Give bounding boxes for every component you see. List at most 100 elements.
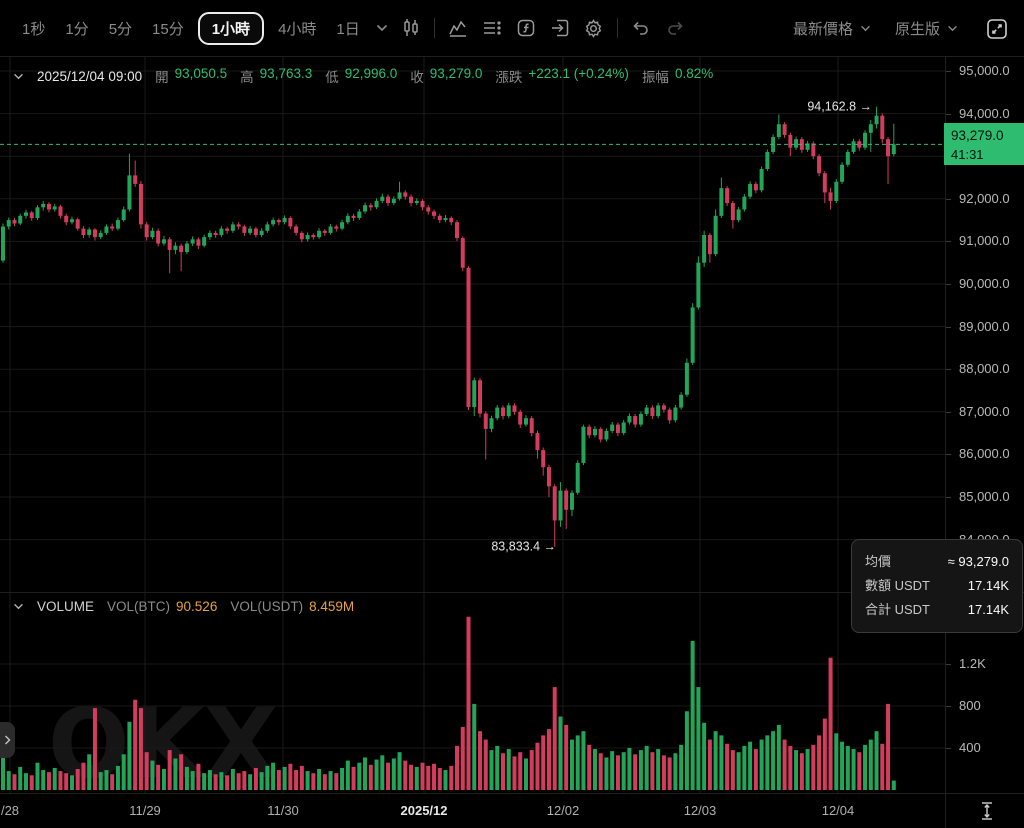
axis-tick: [946, 369, 951, 371]
volume-axis-label: 1.2K: [959, 656, 986, 671]
field-label: 收: [410, 70, 424, 85]
save-template-icon[interactable]: [543, 13, 577, 43]
ohlc-fields: 開 93,050.5 高 93,763.3 低 92,996.0 收 93,279.0 漲跌 +2…: [155, 66, 713, 86]
time-axis-label: 11/30: [267, 803, 299, 818]
timeframe-1秒[interactable]: 1秒: [22, 20, 46, 38]
price-axis-label: 92,000.0: [959, 190, 1010, 206]
price-mode-label: 最新價格: [792, 21, 853, 38]
field-label: 開: [155, 70, 169, 85]
time-axis-label: 11/29: [129, 803, 161, 818]
field-label: 低: [325, 70, 339, 85]
timeframe-dropdown-chevron-icon[interactable]: [370, 13, 394, 43]
settings-gear-icon[interactable]: [577, 13, 611, 43]
indicators-icon[interactable]: [441, 13, 475, 43]
axis-tick: [946, 113, 951, 115]
field-value: 8.459M: [309, 599, 355, 614]
price-axis-label: 85,000.0: [959, 489, 1010, 504]
fullscreen-icon[interactable]: [980, 14, 1014, 44]
price-axis-label: 94,000.0: [959, 105, 1010, 121]
timeframe-4小時[interactable]: 4小時: [278, 20, 317, 38]
tooltip-label: 均價: [865, 554, 892, 569]
high-price-annotation: 94,162.8 →: [807, 100, 872, 114]
indicator-list-icon[interactable]: [475, 13, 509, 43]
candle-countdown: 41:31: [951, 146, 984, 162]
axis-tick: [946, 284, 951, 285]
candle-datetime: 2025/12/04 09:00: [37, 68, 143, 84]
low-price-annotation: 83,833.4 →: [491, 540, 556, 554]
timeframe-1小時[interactable]: 1小時: [197, 11, 265, 45]
undo-icon[interactable]: [624, 13, 658, 43]
time-axis[interactable]: /28 11/29 11/30 2025/12 12/02 12/03 12/04: [0, 793, 1024, 828]
last-price-badge: 93,279.0 41:31: [944, 123, 1024, 166]
axis-tick: [946, 454, 951, 456]
timeframe-1日[interactable]: 1日: [336, 20, 360, 38]
formula-icon[interactable]: [509, 13, 543, 43]
field-value: 90.526: [176, 599, 218, 614]
field-value: 93,279.0: [429, 66, 483, 81]
field-label: 漲跌: [495, 70, 523, 85]
time-axis-label: /28: [0, 803, 20, 818]
chevron-down-icon: [948, 25, 957, 32]
collapse-volume-chevron-icon[interactable]: [13, 603, 24, 610]
axis-scale-icon[interactable]: [977, 800, 997, 822]
axis-tick: [946, 664, 951, 665]
volume-axis-label: 800: [959, 698, 981, 713]
field-label: 高: [240, 70, 254, 85]
ohlc-legend: 2025/12/04 09:00 開 93,050.5 高 93,763.3 低 92,9…: [13, 66, 713, 86]
chevron-down-icon: [861, 25, 870, 32]
tooltip-row: 均價 ≈ 93,279.0: [865, 550, 1009, 574]
volume-axis-label: 400: [959, 740, 981, 755]
axis-tick: [946, 706, 951, 707]
panel-expand-handle[interactable]: [0, 722, 15, 758]
price-axis[interactable]: 95,000.0 94,000.0 92,000.0 91,000.0 90,000.0…: [945, 57, 1024, 793]
legend-field: 收 93,279.0: [410, 66, 482, 86]
tooltip-value: 17.14K: [967, 578, 1009, 594]
price-chart[interactable]: 94,162.8 → 83,833.4 →: [0, 57, 945, 593]
volume-chart[interactable]: [0, 592, 945, 793]
price-axis-label: 90,000.0: [959, 276, 1010, 291]
legend-field: 漲跌 +223.1 (+0.24%): [495, 66, 629, 86]
field-value: 93,050.5: [174, 66, 228, 81]
axis-tick: [946, 748, 951, 749]
legend-field: 低 92,996.0: [325, 66, 397, 86]
field-value: +223.1 (+0.24%): [528, 66, 629, 81]
price-mode-dropdown[interactable]: 最新價格: [785, 14, 879, 43]
legend-field: 振幅 0.82%: [642, 66, 713, 86]
chart-toolbar: 1秒 1分 5分 15分 1小時 4小時 1日: [0, 0, 1024, 57]
timeframe-5分[interactable]: 5分: [108, 20, 133, 38]
field-label: 振幅: [641, 70, 669, 85]
chevron-right-icon: [4, 735, 11, 745]
timeframe-15分[interactable]: 15分: [152, 20, 184, 38]
volume-title: VOLUME: [37, 599, 95, 614]
time-axis-label: 12/02: [546, 803, 580, 818]
axis-corner-divider: [945, 793, 946, 828]
candle-style-icon[interactable]: [394, 13, 428, 43]
toolbar-right-group: 最新價格 原生版: [785, 0, 1014, 57]
tooltip-row: 合計 USDT 17.14K: [865, 598, 1009, 622]
legend-field: VOL(BTC) 90.526: [107, 599, 217, 614]
timeframe-group: 1秒 1分 5分 15分 1小時 4小時 1日: [12, 11, 370, 45]
axis-tick: [946, 326, 951, 328]
price-axis-label: 91,000.0: [959, 233, 1010, 249]
toolbar-divider: [433, 18, 435, 38]
price-axis-label: 89,000.0: [959, 318, 1010, 334]
price-axis-label: 87,000.0: [959, 403, 1010, 419]
version-dropdown[interactable]: 原生版: [887, 14, 966, 43]
crosshair-tooltip: 均價 ≈ 93,279.0 數額 USDT 17.14K 合計 USDT 17.14K: [851, 539, 1023, 634]
version-label: 原生版: [894, 21, 940, 38]
price-axis-label: 95,000.0: [959, 63, 1010, 78]
field-value: 93,763.3: [259, 66, 313, 81]
pane-divider[interactable]: [0, 592, 1024, 593]
axis-tick: [946, 198, 951, 200]
legend-field: 開 93,050.5: [155, 66, 227, 86]
axis-tick: [946, 497, 951, 498]
volume-fields: VOL(BTC) 90.526 VOL(USDT) 8.459M: [107, 599, 354, 614]
collapse-legend-chevron-icon[interactable]: [13, 73, 24, 80]
timeframe-1分[interactable]: 1分: [65, 20, 89, 38]
redo-icon[interactable]: [658, 13, 692, 43]
time-axis-label: 12/03: [683, 803, 717, 818]
axis-tick: [946, 411, 951, 413]
tooltip-row: 數額 USDT 17.14K: [865, 574, 1009, 598]
tooltip-value: ≈ 93,279.0: [947, 554, 1009, 569]
axis-tick: [946, 241, 951, 243]
